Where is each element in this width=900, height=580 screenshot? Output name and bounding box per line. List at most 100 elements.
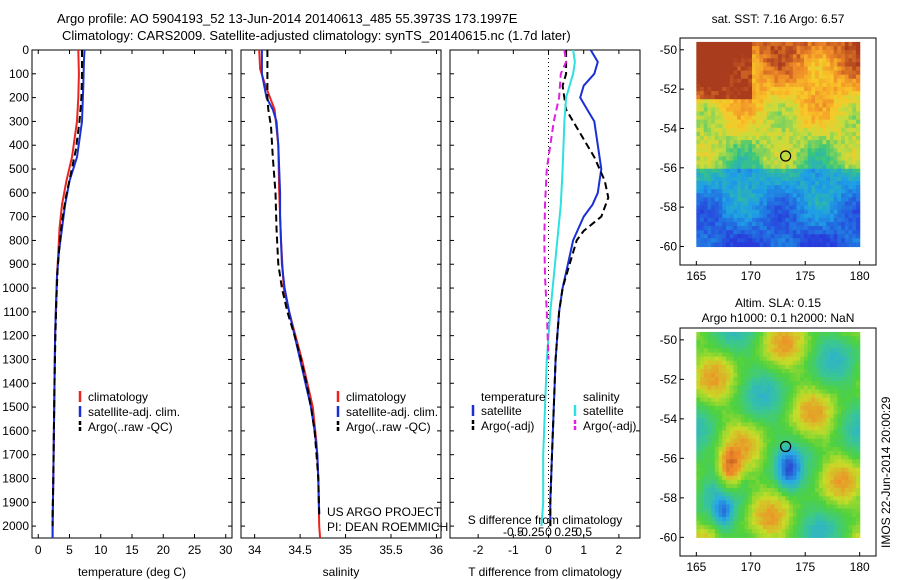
sla_map-cell	[770, 373, 775, 378]
sst_map-cell	[755, 168, 761, 174]
sst_map-cell	[789, 41, 794, 47]
sla_map-cell	[841, 414, 846, 419]
sla_map-cell	[829, 373, 835, 378]
sla_map-cell	[774, 340, 779, 345]
sla_map-cell	[803, 344, 809, 349]
sla_map-cell	[726, 459, 731, 465]
sst_map-cell	[781, 230, 787, 235]
sst_map-cell	[740, 172, 746, 178]
sla_map-cell	[752, 475, 757, 481]
sst_map-cell	[800, 168, 805, 174]
sst_map-cell	[726, 50, 731, 55]
sla_map-cell	[763, 422, 768, 428]
sla_map-cell	[829, 352, 835, 358]
sst_map-cell	[833, 201, 838, 207]
sla_map-cell	[792, 418, 798, 423]
sst_map-cell	[763, 230, 768, 235]
sst_map-cell	[759, 213, 764, 219]
sla_map-cell	[778, 508, 783, 514]
sla_map-cell	[815, 492, 820, 497]
sla_map-cell	[770, 377, 775, 382]
sla_map-cell	[755, 459, 761, 465]
sla_map-cell	[707, 356, 712, 362]
sla_map-cell	[770, 426, 775, 432]
sla_map-cell	[837, 438, 842, 444]
sst_map-cell	[744, 70, 749, 76]
sla_map-cell	[822, 516, 827, 522]
sst_map-cell	[852, 82, 857, 88]
sla_map-cell	[748, 348, 753, 354]
sla_map-cell	[748, 451, 753, 456]
sst_map-cell	[714, 217, 720, 223]
sst_map-cell	[833, 82, 838, 88]
sst_map-cell	[766, 209, 772, 215]
sst_map-cell	[737, 176, 742, 182]
sst_map-cell	[740, 78, 746, 84]
sst_map-cell	[837, 148, 842, 153]
sst_map-cell	[800, 74, 805, 80]
sla_map-cell	[711, 455, 716, 460]
sla_map-cell	[718, 504, 723, 510]
sla_map-cell	[770, 393, 775, 399]
sla_map-cell	[733, 520, 738, 526]
sla_map-cell	[818, 401, 824, 407]
sla_map-cell	[778, 352, 783, 358]
sst_map-cell	[759, 189, 764, 194]
sla_map-cell	[815, 479, 820, 485]
sla_map-cell	[770, 344, 775, 349]
sla_map-cell	[752, 492, 757, 497]
sst_map-cell	[774, 176, 779, 182]
sla_map-cell	[729, 475, 735, 481]
sla_map-cell	[726, 512, 731, 518]
sla_map-cell	[696, 397, 701, 403]
sla_map-cell	[852, 508, 857, 514]
sst_map-cell	[852, 46, 857, 51]
sla_map-cell	[752, 373, 757, 378]
sla_map-cell	[844, 368, 850, 374]
sla_map-cell	[703, 401, 709, 407]
sla_map-cell	[837, 496, 842, 501]
sst_map-cell	[703, 66, 709, 72]
sla_map-cell	[822, 352, 827, 358]
sst_map-cell	[826, 172, 831, 178]
sst_map-cell	[841, 99, 846, 104]
sst_map-cell	[696, 86, 701, 92]
sst_map-cell	[718, 185, 723, 190]
sst_map-cell	[796, 144, 801, 149]
sst_map-cell	[807, 148, 813, 153]
sla_map-cell	[711, 459, 716, 465]
sst_map-cell	[766, 185, 772, 190]
sla_map-cell	[807, 422, 813, 428]
sla_map-cell	[818, 504, 824, 510]
sst_map-cell	[789, 70, 794, 76]
sla_map-cell	[714, 525, 720, 530]
sst_map-cell	[766, 148, 772, 153]
sla_map-cell	[759, 463, 764, 469]
sst_map-cell	[714, 131, 720, 137]
sst_map-cell	[803, 46, 809, 51]
sla_map-cell	[770, 405, 775, 411]
sla_map-cell	[848, 467, 853, 473]
sst_map-cell	[796, 50, 801, 55]
sst_map-cell	[718, 123, 723, 129]
sla_map-cell	[722, 471, 727, 477]
sla_map-cell	[848, 508, 853, 514]
sst_map-cell	[785, 213, 790, 219]
sst_map-cell	[833, 197, 838, 203]
sla_map-cell	[766, 352, 772, 358]
sst_map-cell	[852, 62, 857, 68]
sla_map-cell	[748, 496, 753, 501]
sst_map-cell	[826, 70, 831, 76]
sla_map-cell	[759, 356, 764, 362]
sst_map-cell	[737, 193, 742, 198]
sla_map-cell	[744, 344, 749, 349]
sla_map-cell	[759, 525, 764, 530]
sst_map-cell	[781, 226, 787, 231]
sst_map-cell	[759, 62, 764, 68]
sla_map-cell	[755, 373, 761, 378]
sla_map-cell	[848, 364, 853, 370]
sst_map-cell	[718, 86, 723, 92]
sst_map-cell	[726, 242, 731, 248]
sla_map-cell	[833, 496, 838, 501]
sst_map-cell	[781, 86, 787, 92]
